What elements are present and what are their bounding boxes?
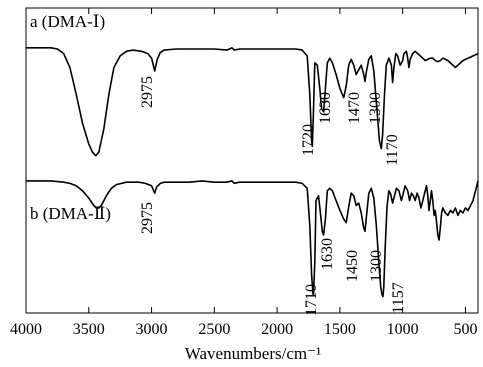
- spectrum-series: [26, 47, 479, 298]
- series-line-upper: [26, 47, 479, 157]
- peak-label-lower-1450: 1450: [344, 250, 361, 282]
- peak-label-upper-1720: 1720: [300, 124, 317, 156]
- x-axis-ticks: [25, 8, 466, 313]
- peak-label-upper-1300: 1300: [367, 92, 384, 124]
- plot-frame: [25, 7, 479, 314]
- peak-label-lower-1300: 1300: [368, 250, 385, 282]
- peak-label-upper-1170: 1170: [384, 134, 401, 165]
- peak-label-lower-2975: 2975: [139, 202, 156, 234]
- peak-label-lower-1157: 1157: [390, 282, 407, 313]
- x-tick-label-4000: 4000: [10, 321, 42, 338]
- x-tick-label-500: 500: [453, 321, 477, 338]
- x-tick-label-2000: 2000: [261, 321, 293, 338]
- x-tick-label-3500: 3500: [73, 321, 105, 338]
- x-tick-label-3000: 3000: [136, 321, 168, 338]
- x-tick-label-1000: 1000: [387, 321, 419, 338]
- peak-label-lower-1710: 1710: [303, 284, 320, 316]
- series-labels: a (DMA-Ⅰ) b (DMA-Ⅱ): [30, 12, 111, 223]
- peak-label-upper-1630: 1630: [317, 92, 334, 124]
- x-axis-label: Wavenumbers/cm⁻¹: [185, 344, 321, 363]
- series-name-lower: b (DMA-Ⅱ): [30, 204, 111, 223]
- series-line-lower: [26, 180, 479, 298]
- x-axis-tick-labels: 4000 3500 3000 2500 2000 1500 1000 500: [10, 321, 477, 338]
- x-tick-label-2500: 2500: [198, 321, 230, 338]
- x-tick-label-1500: 1500: [324, 321, 356, 338]
- peak-label-upper-2975: 2975: [139, 76, 156, 108]
- series-name-upper: a (DMA-Ⅰ): [30, 12, 105, 31]
- peak-label-lower-1630: 1630: [319, 238, 336, 270]
- peak-label-upper-1470: 1470: [346, 92, 363, 124]
